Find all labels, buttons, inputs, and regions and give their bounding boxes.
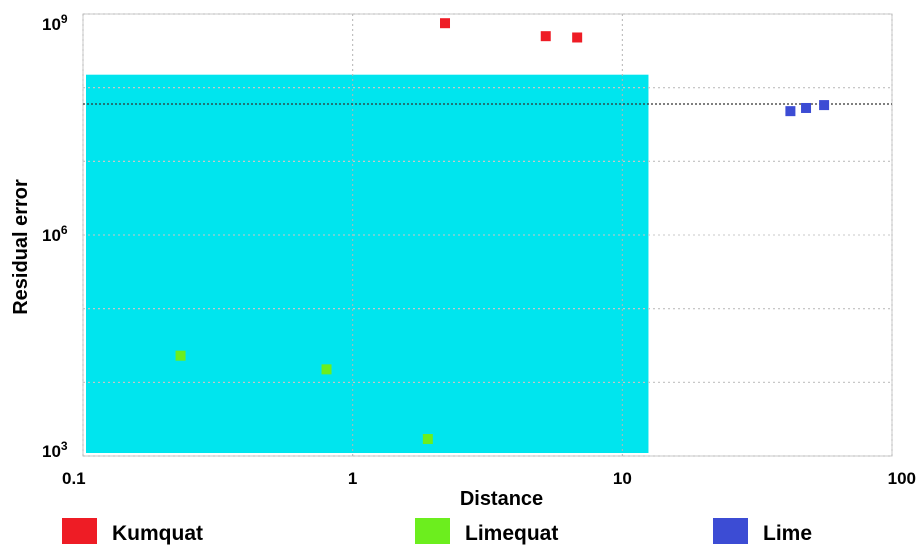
data-points (175, 18, 830, 445)
y-tick-label: 103 (42, 439, 68, 461)
y-tick-label: 106 (42, 223, 68, 245)
lime-legend-label: Lime (763, 522, 812, 545)
highlight-region (86, 74, 649, 453)
limequat-point (422, 434, 433, 445)
kumquat-point (440, 18, 451, 29)
kumquat-legend-swatch (62, 518, 97, 544)
limequat-point (175, 350, 186, 361)
y-axis-title: Residual error (10, 179, 32, 315)
x-tick-label: 10 (613, 469, 632, 488)
x-tick-label: 100 (888, 469, 916, 488)
lime-point (819, 100, 830, 111)
x-tick-label: 0.1 (62, 469, 86, 488)
x-tick-label: 1 (348, 469, 357, 488)
kumquat-legend-label: Kumquat (112, 522, 203, 545)
y-tick-label: 109 (42, 12, 68, 34)
limequat-legend-label: Limequat (465, 522, 558, 545)
kumquat-point (572, 32, 583, 43)
kumquat-point (540, 31, 551, 42)
legend: Kumquat Limequat Lime (62, 518, 812, 545)
x-tick-labels: 0.1 1 10 100 (62, 469, 916, 488)
y-tick-labels: 103 106 109 (42, 12, 68, 461)
lime-point (801, 102, 812, 113)
highlight-region-group (86, 74, 649, 453)
limequat-point (321, 364, 332, 375)
limequat-legend-swatch (415, 518, 450, 544)
gridlines (82, 13, 893, 457)
lime-point (785, 106, 796, 117)
x-axis-title: Distance (460, 488, 543, 510)
lime-legend-swatch (713, 518, 748, 544)
